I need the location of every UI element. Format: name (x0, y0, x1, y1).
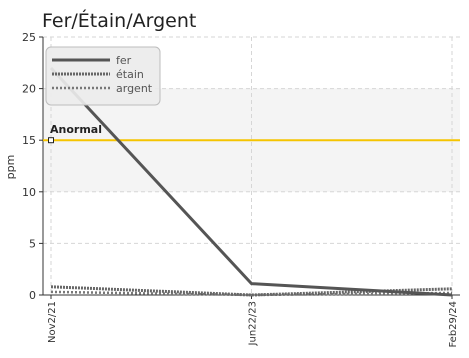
y-tick-label: 10 (22, 186, 36, 199)
series-line-fer (49, 66, 453, 297)
axis-layer: 0 5 10 15 20 25 Nov2/21 Jun22/23 Feb29/24 (22, 31, 460, 348)
series-layer (49, 66, 453, 297)
x-tick-label: Nov2/21 (47, 301, 58, 343)
y-tick-label: 20 (22, 83, 36, 96)
legend-label-fer: fer (116, 54, 132, 67)
y-tick-label: 5 (29, 237, 36, 250)
chart-title: Fer/Étain/Argent (42, 9, 196, 32)
series-line-argent (50, 290, 453, 297)
threshold-label: Anormal (50, 123, 102, 136)
threshold-marker (48, 137, 54, 144)
y-axis-label: ppm (4, 155, 17, 180)
threshold-layer: Anormal (43, 123, 460, 144)
x-tick-label: Feb29/24 (448, 301, 459, 348)
y-tick-label: 25 (22, 31, 36, 44)
x-tick-label: Jun22/23 (248, 301, 259, 346)
y-tick-label: 15 (22, 134, 36, 147)
legend-label-argent: argent (116, 82, 153, 95)
y-tick-label: 0 (29, 289, 36, 302)
legend-label-étain: étain (116, 68, 144, 81)
